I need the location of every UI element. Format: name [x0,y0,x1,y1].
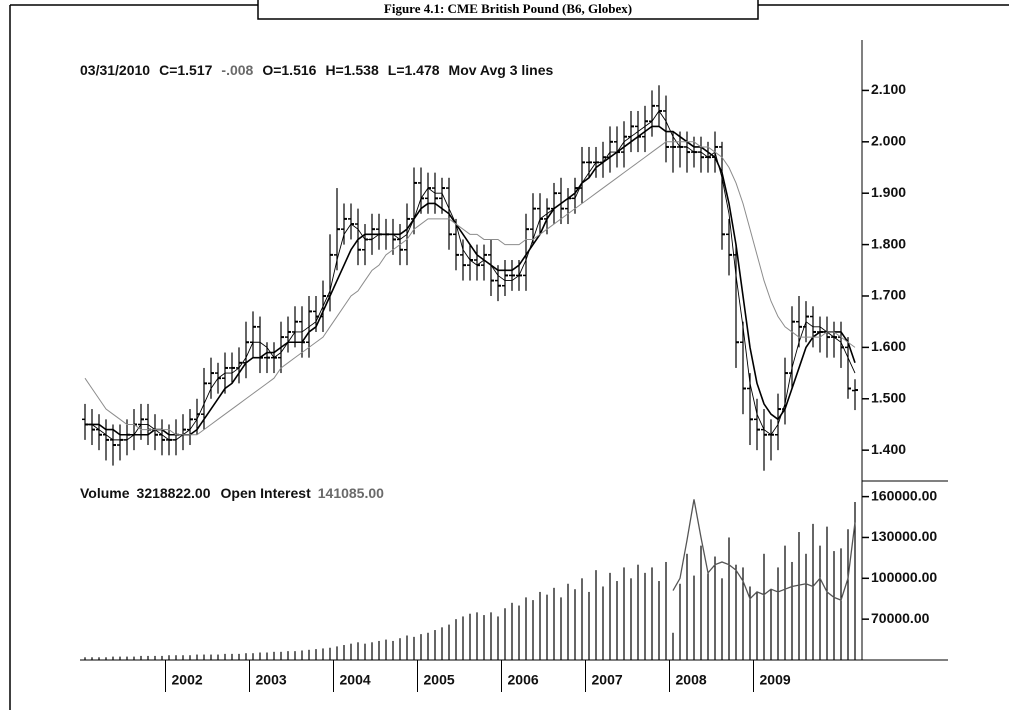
header-item: H=1.538 [325,62,379,78]
y-tick-label: 130000.00 [871,528,937,544]
header-item: -.008 [221,62,253,78]
y-tick-label: 2.100 [871,81,906,97]
header-item: O=1.516 [262,62,316,78]
volume-header: Volume 3218822.00 Open Interest 141085.00 [80,485,384,501]
line [84,141,856,436]
y-tick-label: 100000.00 [871,569,937,585]
chart-title: Figure 4.1: CME British Pound (B6, Globe… [384,1,632,16]
header-item: 03/31/2010 [80,62,150,78]
legend-entry: Volume [80,485,130,501]
x-tick-label: 2005 [424,672,455,688]
y-tick-label: 1.700 [871,287,906,303]
y-tick-label: 1.500 [871,389,906,405]
header-item: Mov Avg 3 lines [449,62,554,78]
y-tick-label: 2.000 [871,133,906,149]
title-box [257,0,759,20]
x-tick-label: 2009 [760,672,791,688]
legend-value: 3218822.00 [137,485,211,501]
y-tick-label: 1.800 [871,235,906,251]
line [85,110,856,441]
x-tick-label: 2004 [340,672,371,688]
y-tick-label: 1.600 [871,338,906,354]
y-tick-label: 160000.00 [871,487,937,503]
x-tick-label: 2003 [256,672,287,688]
line [85,125,856,436]
legend-entry: Open Interest [221,485,312,501]
y-tick-label: 70000.00 [871,610,930,626]
axis-labels: 1.400 1.500 1.600 1.700 1.800 1.900 2.000 2.100… [871,81,937,626]
header-item: L=1.478 [388,62,440,78]
legend-value: 141085.00 [318,485,384,501]
x-tick-label: 2007 [592,672,623,688]
y-tick-label: 1.900 [871,184,906,200]
x-tick-label: 2006 [508,672,539,688]
x-tick-label: 2008 [676,672,707,688]
header-item: C=1.517 [159,62,213,78]
x-tick-label: 2002 [172,672,203,688]
line [672,499,856,601]
price-header: 03/31/2010 C=1.517 -.008 O=1.516 H=1.538 L=1.… [80,62,554,78]
y-tick-label: 1.400 [871,441,906,457]
